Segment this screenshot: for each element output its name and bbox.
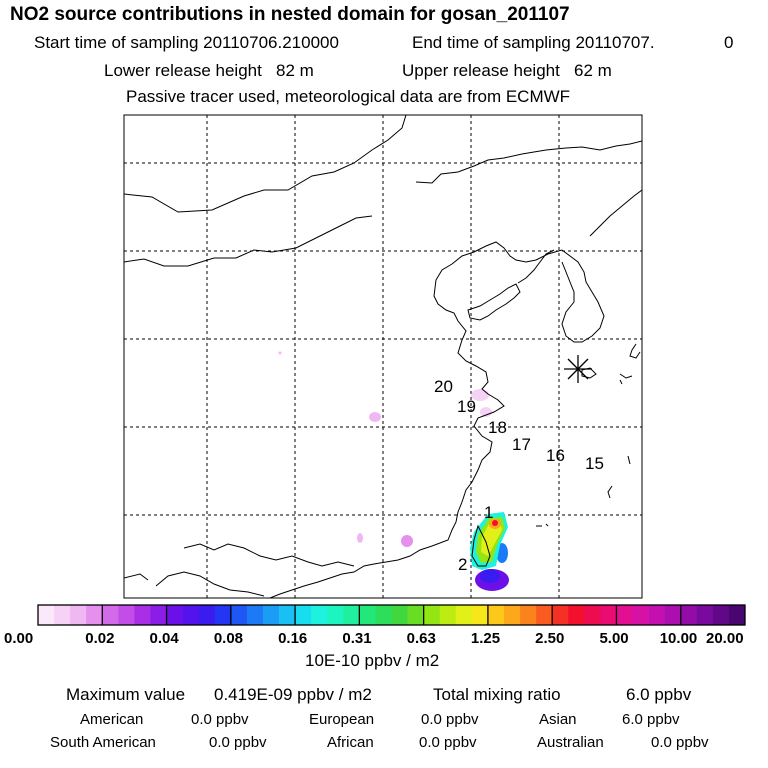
source-name: American	[80, 711, 144, 728]
source-value: 0.0 ppbv	[651, 734, 709, 751]
source-value: 0.0 ppbv	[209, 734, 267, 751]
lower-release-label: Lower release height 82 m	[104, 61, 314, 80]
trajectory-label-17: 17	[512, 435, 531, 454]
source-name: South American	[50, 734, 156, 751]
colorbar-tick-label: 20.00	[706, 630, 744, 647]
graticule	[124, 115, 642, 598]
trajectory-label-20: 20	[434, 377, 453, 396]
colorbar-tick-label: 0.00	[4, 630, 34, 647]
total-mixing-label: Total mixing ratio	[433, 685, 561, 704]
source-name: European	[309, 711, 375, 728]
map-frame	[123, 114, 643, 599]
tracer-note: Passive tracer used, meteorological data…	[126, 87, 571, 106]
end-time-suffix: 0	[724, 33, 734, 52]
trajectory-label-18: 18	[488, 418, 507, 437]
max-value: 0.419E-09 ppbv / m2	[214, 685, 372, 704]
trajectory-label-15: 15	[585, 454, 604, 473]
map-panel: 1 2 15 16 17 18 19 20	[123, 114, 643, 599]
colorbar-tick-label: 0.02	[85, 630, 115, 647]
source-name: African	[327, 734, 374, 751]
colorbar-unit: 10E-10 ppbv / m2	[305, 651, 440, 670]
source-value: 0.0 ppbv	[421, 711, 479, 728]
trajectory-label-2: 2	[458, 555, 467, 574]
colorbar-tick-label: 0.31	[342, 630, 372, 647]
start-time-label: Start time of sampling 20110706.210000	[34, 33, 339, 52]
chart-title: NO2 source contributions in nested domai…	[10, 4, 570, 25]
colorbar-tick-label: 0.16	[278, 630, 308, 647]
colorbar-tick-label: 1.25	[470, 630, 501, 647]
trajectory-label-16: 16	[546, 446, 565, 465]
contribution-field	[278, 351, 509, 591]
trajectory-label-19: 19	[457, 397, 476, 416]
max-value-label: Maximum value	[66, 685, 186, 704]
upper-release-label: Upper release height 62 m	[402, 61, 612, 80]
source-name: Australian	[537, 734, 604, 751]
total-mixing-value: 6.0 ppbv	[626, 685, 692, 704]
source-value: 6.0 ppbv	[622, 711, 680, 728]
source-name: Asian	[539, 711, 577, 728]
colorbar-tick-label: 10.00	[659, 630, 698, 647]
end-time-label: End time of sampling 20110707.	[412, 33, 655, 52]
colorbar-tick-label: 0.04	[149, 630, 179, 647]
colorbar-tick-label: 5.00	[599, 630, 629, 647]
colorbar-tick-label: 0.08	[213, 630, 244, 647]
source-value: 0.0 ppbv	[419, 734, 477, 751]
receptor-star-icon	[564, 355, 592, 383]
colorbar-tick-label: 0.63	[406, 630, 436, 647]
colorbar-tick-label: 2.50	[535, 630, 565, 647]
trajectory-label-1: 1	[484, 503, 493, 522]
coastlines	[124, 115, 642, 598]
source-value: 0.0 ppbv	[191, 711, 249, 728]
